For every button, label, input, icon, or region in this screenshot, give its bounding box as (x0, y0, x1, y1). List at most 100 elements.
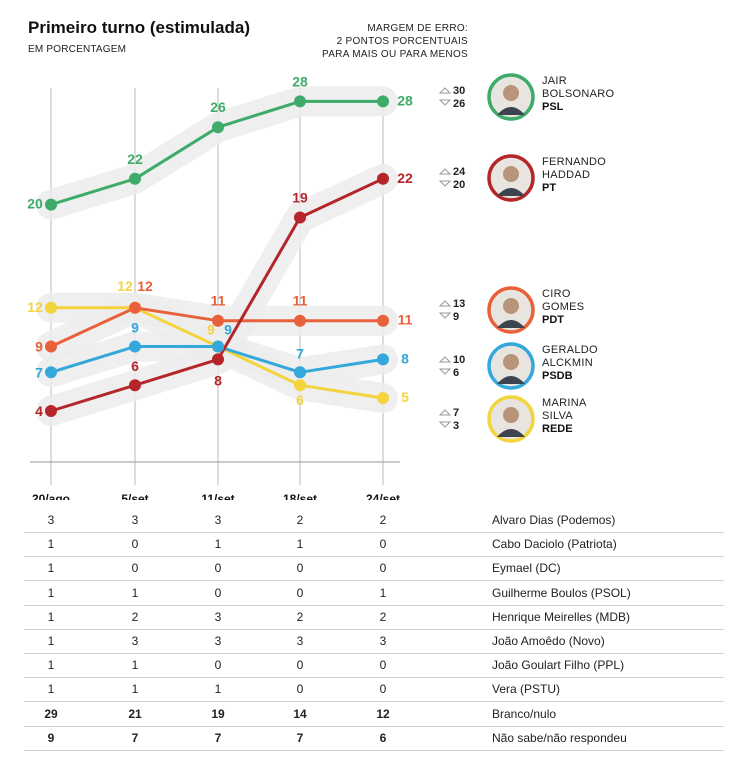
avatar-body-icon (497, 376, 525, 384)
candidate-row-name: Henrique Meirelles (MDB) (492, 609, 631, 624)
data-point (45, 198, 57, 211)
avatar-head-icon (503, 407, 519, 423)
table-cell: 1 (47, 682, 55, 697)
range-low-label: 3 (453, 420, 459, 432)
table-cell: 0 (214, 561, 222, 576)
error-margin-line-3: PARA MAIS OU PARA MENOS (321, 49, 468, 60)
data-point (294, 314, 306, 327)
candidate-name: HADDAD (542, 169, 590, 181)
table-cell: 21 (128, 706, 142, 721)
range-down-icon (438, 99, 452, 106)
range-up-icon (438, 168, 452, 175)
table-cell: 0 (296, 658, 304, 673)
data-label: 12 (137, 278, 153, 294)
range-low-label: 6 (453, 367, 459, 379)
table-cell: 2 (131, 609, 139, 624)
x-tick-label: 5/set (121, 492, 148, 500)
table-cell: 14 (293, 706, 307, 721)
data-point (377, 95, 389, 108)
data-label: 20 (27, 196, 43, 212)
candidate-name: FERNANDO (542, 156, 606, 168)
data-label: 9 (131, 320, 139, 336)
table-cell: 3 (47, 513, 55, 527)
table-cell: 0 (214, 585, 222, 600)
data-point (212, 314, 224, 327)
table-row: 1 2 3 2 2 Henrique Meirelles (MDB) (24, 605, 724, 630)
table-cell: 3 (214, 634, 222, 648)
data-label: 22 (397, 170, 413, 186)
data-label: 8 (214, 372, 222, 388)
data-point (294, 379, 306, 392)
candidate-row-name: Vera (PSTU) (492, 682, 561, 697)
table-cell: 3 (379, 634, 387, 648)
table-cell: 0 (131, 561, 139, 576)
data-label: 7 (296, 345, 304, 361)
candidate-row-name: Alvaro Dias (Podemos) (492, 513, 616, 527)
data-point (129, 340, 141, 353)
range-up-icon (438, 300, 452, 307)
table-cell: 1 (47, 561, 55, 576)
range-high-label: 7 (453, 407, 459, 419)
table-cell: 1 (47, 585, 55, 600)
range-high-label: 30 (453, 85, 465, 97)
table-cell: 3 (131, 634, 139, 648)
candidate-row-name: Cabo Daciolo (Patriota) (492, 537, 617, 552)
table-row: 1 3 3 3 3 João Amoêdo (Novo) (24, 629, 724, 654)
table-cell: 7 (214, 730, 222, 745)
error-margin-note: MARGEM DE ERRO: 2 PONTOS PORCENTUAIS PAR… (318, 22, 468, 61)
data-label: 28 (397, 92, 413, 108)
range-low-label: 9 (453, 311, 459, 323)
table-cell: 1 (47, 537, 55, 552)
table-cell: 1 (131, 585, 139, 600)
table-row: 1 0 0 0 0 Eymael (DC) (24, 556, 724, 582)
table-row: 3 3 3 2 2 Alvaro Dias (Podemos) (24, 508, 724, 533)
data-label: 19 (292, 190, 308, 206)
table-row: 29 21 19 14 12 Branco/nulo (24, 702, 724, 727)
data-point (129, 379, 141, 392)
table-cell: 0 (296, 561, 304, 576)
table-cell: 0 (379, 537, 387, 552)
candidate-row-name: Branco/nulo (492, 706, 557, 721)
data-point (45, 366, 57, 379)
candidate-name: MARINA (542, 397, 587, 409)
candidate-name: SILVA (542, 410, 573, 422)
x-tick-label: 11/set (201, 492, 234, 500)
candidate-name: GOMES (542, 301, 584, 313)
range-low-label: 20 (453, 179, 465, 191)
table-cell: 3 (296, 634, 304, 648)
candidate-row-name: João Goulart Filho (PPL) (492, 658, 625, 673)
table-row: 1 1 0 0 1 Guilherme Boulos (PSOL) (24, 581, 724, 606)
candidate-row-name: Não sabe/não respondeu (492, 730, 627, 745)
candidate-party: PDT (542, 314, 564, 326)
table-cell: 2 (296, 609, 304, 624)
table-cell: 0 (131, 537, 139, 552)
data-label: 9 (224, 322, 232, 338)
data-point (294, 366, 306, 379)
table-cell: 1 (296, 537, 304, 552)
range-up-icon (438, 356, 452, 363)
data-label: 26 (210, 99, 226, 115)
avatar-head-icon (503, 354, 519, 370)
data-label: 12 (117, 278, 133, 294)
chart-subtitle: EM PORCENTAGEM (28, 44, 127, 55)
avatar-body-icon (497, 320, 525, 328)
table-cell: 2 (296, 513, 304, 527)
avatar-body-icon (497, 107, 525, 115)
table-cell: 1 (47, 634, 55, 648)
x-tick-label: 18/set (283, 492, 317, 500)
candidate-party: PSL (542, 101, 564, 113)
data-point (129, 172, 141, 185)
data-point (45, 405, 57, 417)
data-label: 12 (27, 299, 43, 315)
table-cell: 7 (296, 730, 304, 745)
table-cell: 0 (379, 658, 387, 673)
table-cell: 2 (379, 609, 387, 624)
table-cell: 1 (131, 682, 139, 697)
table-cell: 0 (296, 585, 304, 600)
table-cell: 3 (214, 513, 222, 527)
data-point (294, 211, 306, 224)
table-cell: 1 (47, 609, 55, 624)
data-label: 6 (131, 358, 139, 374)
range-down-icon (438, 312, 452, 319)
